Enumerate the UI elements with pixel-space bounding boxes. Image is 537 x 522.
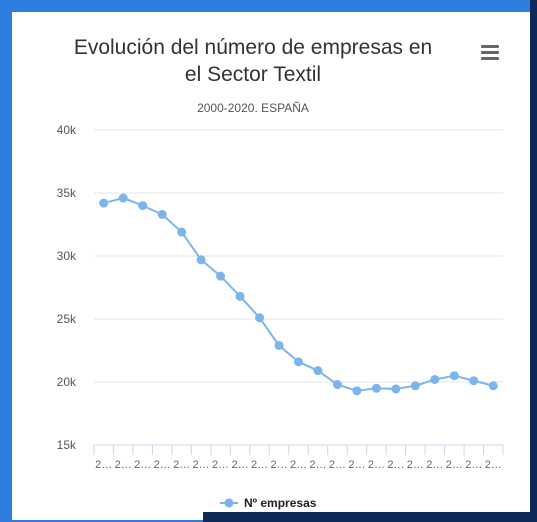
- data-point[interactable]: [488, 381, 498, 391]
- x-tick-label: 2…: [309, 459, 326, 471]
- data-point[interactable]: [99, 198, 109, 208]
- y-tick-label: 20k: [57, 375, 77, 389]
- hamburger-menu-icon[interactable]: [478, 40, 502, 64]
- data-point[interactable]: [410, 381, 420, 391]
- data-point[interactable]: [469, 376, 479, 386]
- data-point[interactable]: [313, 366, 323, 376]
- x-tick-label: 2…: [115, 459, 132, 471]
- x-tick-label: 2…: [407, 459, 424, 471]
- x-tick-label: 2…: [173, 459, 190, 471]
- legend-label: Nº empresas: [244, 496, 317, 510]
- x-tick-label: 2…: [212, 459, 229, 471]
- data-point[interactable]: [196, 255, 206, 265]
- chart-container: [12, 12, 533, 520]
- chart-title-line-2: el Sector Textil: [185, 63, 321, 86]
- x-tick-label: 2…: [387, 459, 404, 471]
- x-tick-label: 2…: [465, 459, 482, 471]
- x-tick-label: 2…: [290, 459, 307, 471]
- x-tick-label: 2…: [426, 459, 443, 471]
- data-point[interactable]: [449, 371, 459, 381]
- grid-lines: [94, 129, 503, 446]
- y-tick-label: 35k: [57, 186, 77, 200]
- data-point[interactable]: [430, 374, 440, 384]
- chart-subtitle: 2000-2020. ESPAÑA: [197, 101, 309, 115]
- page-background-right: [530, 0, 537, 522]
- x-tick-label: 2…: [368, 459, 385, 471]
- data-point[interactable]: [157, 209, 167, 219]
- data-point[interactable]: [216, 271, 226, 281]
- x-axis: 2… 2… 2… 2… 2… 2… 2… 2… 2… 2… 2… 2… 2… 2… 2… 2… 2… 2… 2… 2……: [93, 444, 504, 471]
- x-tick-label: 2…: [251, 459, 268, 471]
- x-tick-label: 2…: [134, 459, 151, 471]
- data-point[interactable]: [274, 340, 284, 350]
- x-tick-label: 2…: [270, 459, 287, 471]
- x-tick-label: 2…: [154, 459, 171, 471]
- x-tick-label: 2…: [446, 459, 463, 471]
- x-tick-label: 2…: [95, 459, 112, 471]
- data-point[interactable]: [352, 386, 362, 396]
- page-background-bottom: [203, 512, 537, 522]
- x-tick-label: 2…: [232, 459, 249, 471]
- series-line: [99, 193, 498, 396]
- data-point[interactable]: [118, 193, 128, 203]
- page-background-top: [0, 0, 537, 12]
- data-point[interactable]: [294, 357, 303, 367]
- x-tick-label: 2…: [348, 459, 365, 471]
- x-tick-label: 2…: [485, 459, 502, 471]
- y-tick-label: 25k: [57, 312, 77, 326]
- data-point[interactable]: [255, 313, 265, 323]
- data-point[interactable]: [138, 201, 148, 211]
- data-point[interactable]: [235, 291, 245, 301]
- chart-title-line-1: Evolución del número de empresas en: [74, 36, 432, 59]
- y-tick-label: 15k: [57, 438, 77, 452]
- data-point[interactable]: [177, 227, 187, 237]
- x-tick-label: 2…: [193, 459, 210, 471]
- x-tick-label: 2…: [329, 459, 346, 471]
- data-point[interactable]: [391, 384, 401, 394]
- y-axis: 15k 20k 25k 30k 35k 40k: [57, 123, 77, 452]
- legend[interactable]: Nº empresas: [220, 496, 317, 510]
- y-tick-label: 30k: [57, 249, 77, 263]
- legend-point-marker: [224, 498, 234, 508]
- data-point[interactable]: [332, 380, 342, 390]
- y-tick-label: 40k: [57, 123, 77, 137]
- data-point[interactable]: [371, 383, 381, 393]
